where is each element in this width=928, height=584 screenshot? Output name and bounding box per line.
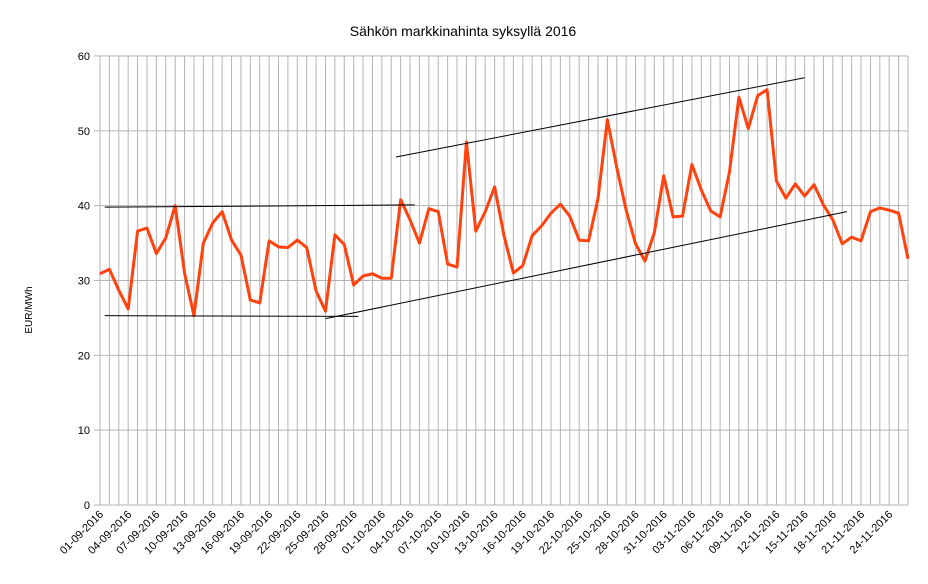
reference-line [104,315,359,317]
data-line [99,88,910,318]
reference-line [325,211,848,320]
y-tick-label: 10 [78,425,90,437]
y-axis-label: EUR/MWh [24,286,35,333]
y-tick-label: 50 [78,126,90,138]
y-tick-label: 20 [78,350,90,362]
chart-title: Sähkön markkinahinta syksyllä 2016 [350,23,577,39]
y-tick-label: 40 [78,201,90,213]
y-tick-label: 60 [78,51,90,63]
y-tick-label: 0 [84,500,90,512]
reference-line [104,204,415,208]
reference-line [395,77,805,158]
y-tick-label: 30 [78,276,90,288]
